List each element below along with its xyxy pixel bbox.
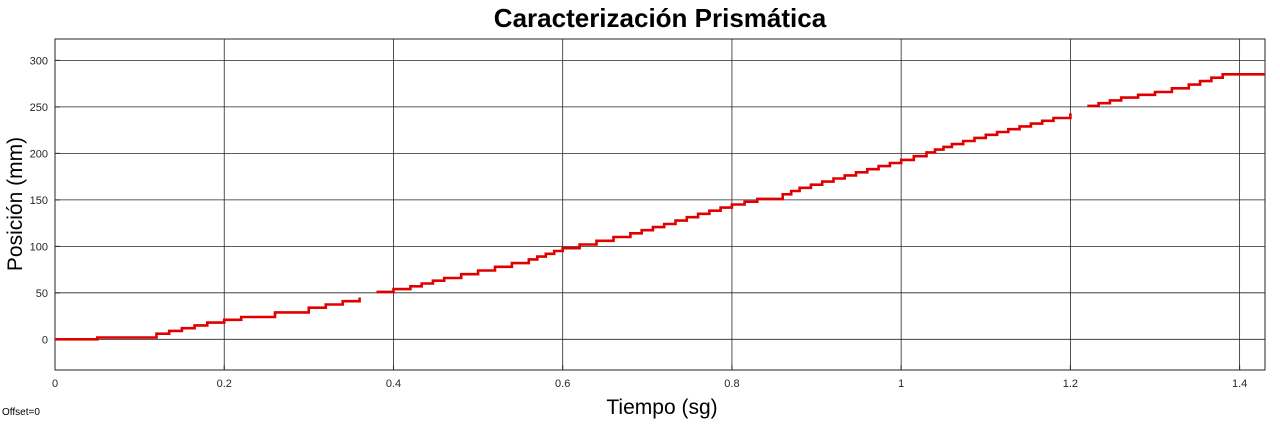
y-axis-label: Posición (mm) (4, 137, 27, 271)
x-tick-label: 0.6 (555, 378, 570, 390)
series (55, 73, 1265, 341)
offset-note: Offset=0 (2, 407, 40, 418)
y-tick-label: 50 (36, 288, 48, 300)
chart-title: Caracterización Prismática (494, 3, 827, 33)
y-tick-label: 100 (30, 241, 48, 253)
series-line-segment (55, 297, 361, 341)
plot-area (54, 38, 1266, 371)
x-axis-label: Tiempo (sg) (606, 396, 717, 419)
y-tick-label: 250 (30, 102, 48, 114)
y-tick-label: 150 (30, 195, 48, 207)
y-tick-label: 300 (30, 55, 48, 67)
y-tick-label: 200 (30, 148, 48, 160)
series-line-segment (1087, 73, 1265, 108)
x-tick-label: 0.4 (386, 378, 401, 390)
x-tick-label: 0 (52, 378, 58, 390)
x-tick-label: 1.2 (1063, 378, 1078, 390)
series-line-segment (376, 113, 1072, 294)
x-tick-label: 1 (898, 378, 904, 390)
x-tick-label: 0.2 (217, 378, 232, 390)
x-tick-label: 0.8 (724, 378, 739, 390)
y-tick-label: 0 (42, 334, 48, 346)
grid (55, 39, 1265, 370)
x-axis-ticks: 0 0.2 0.4 0.6 0.8 1 1.2 1.4 (52, 365, 1247, 390)
x-tick-label: 1.4 (1232, 378, 1247, 390)
